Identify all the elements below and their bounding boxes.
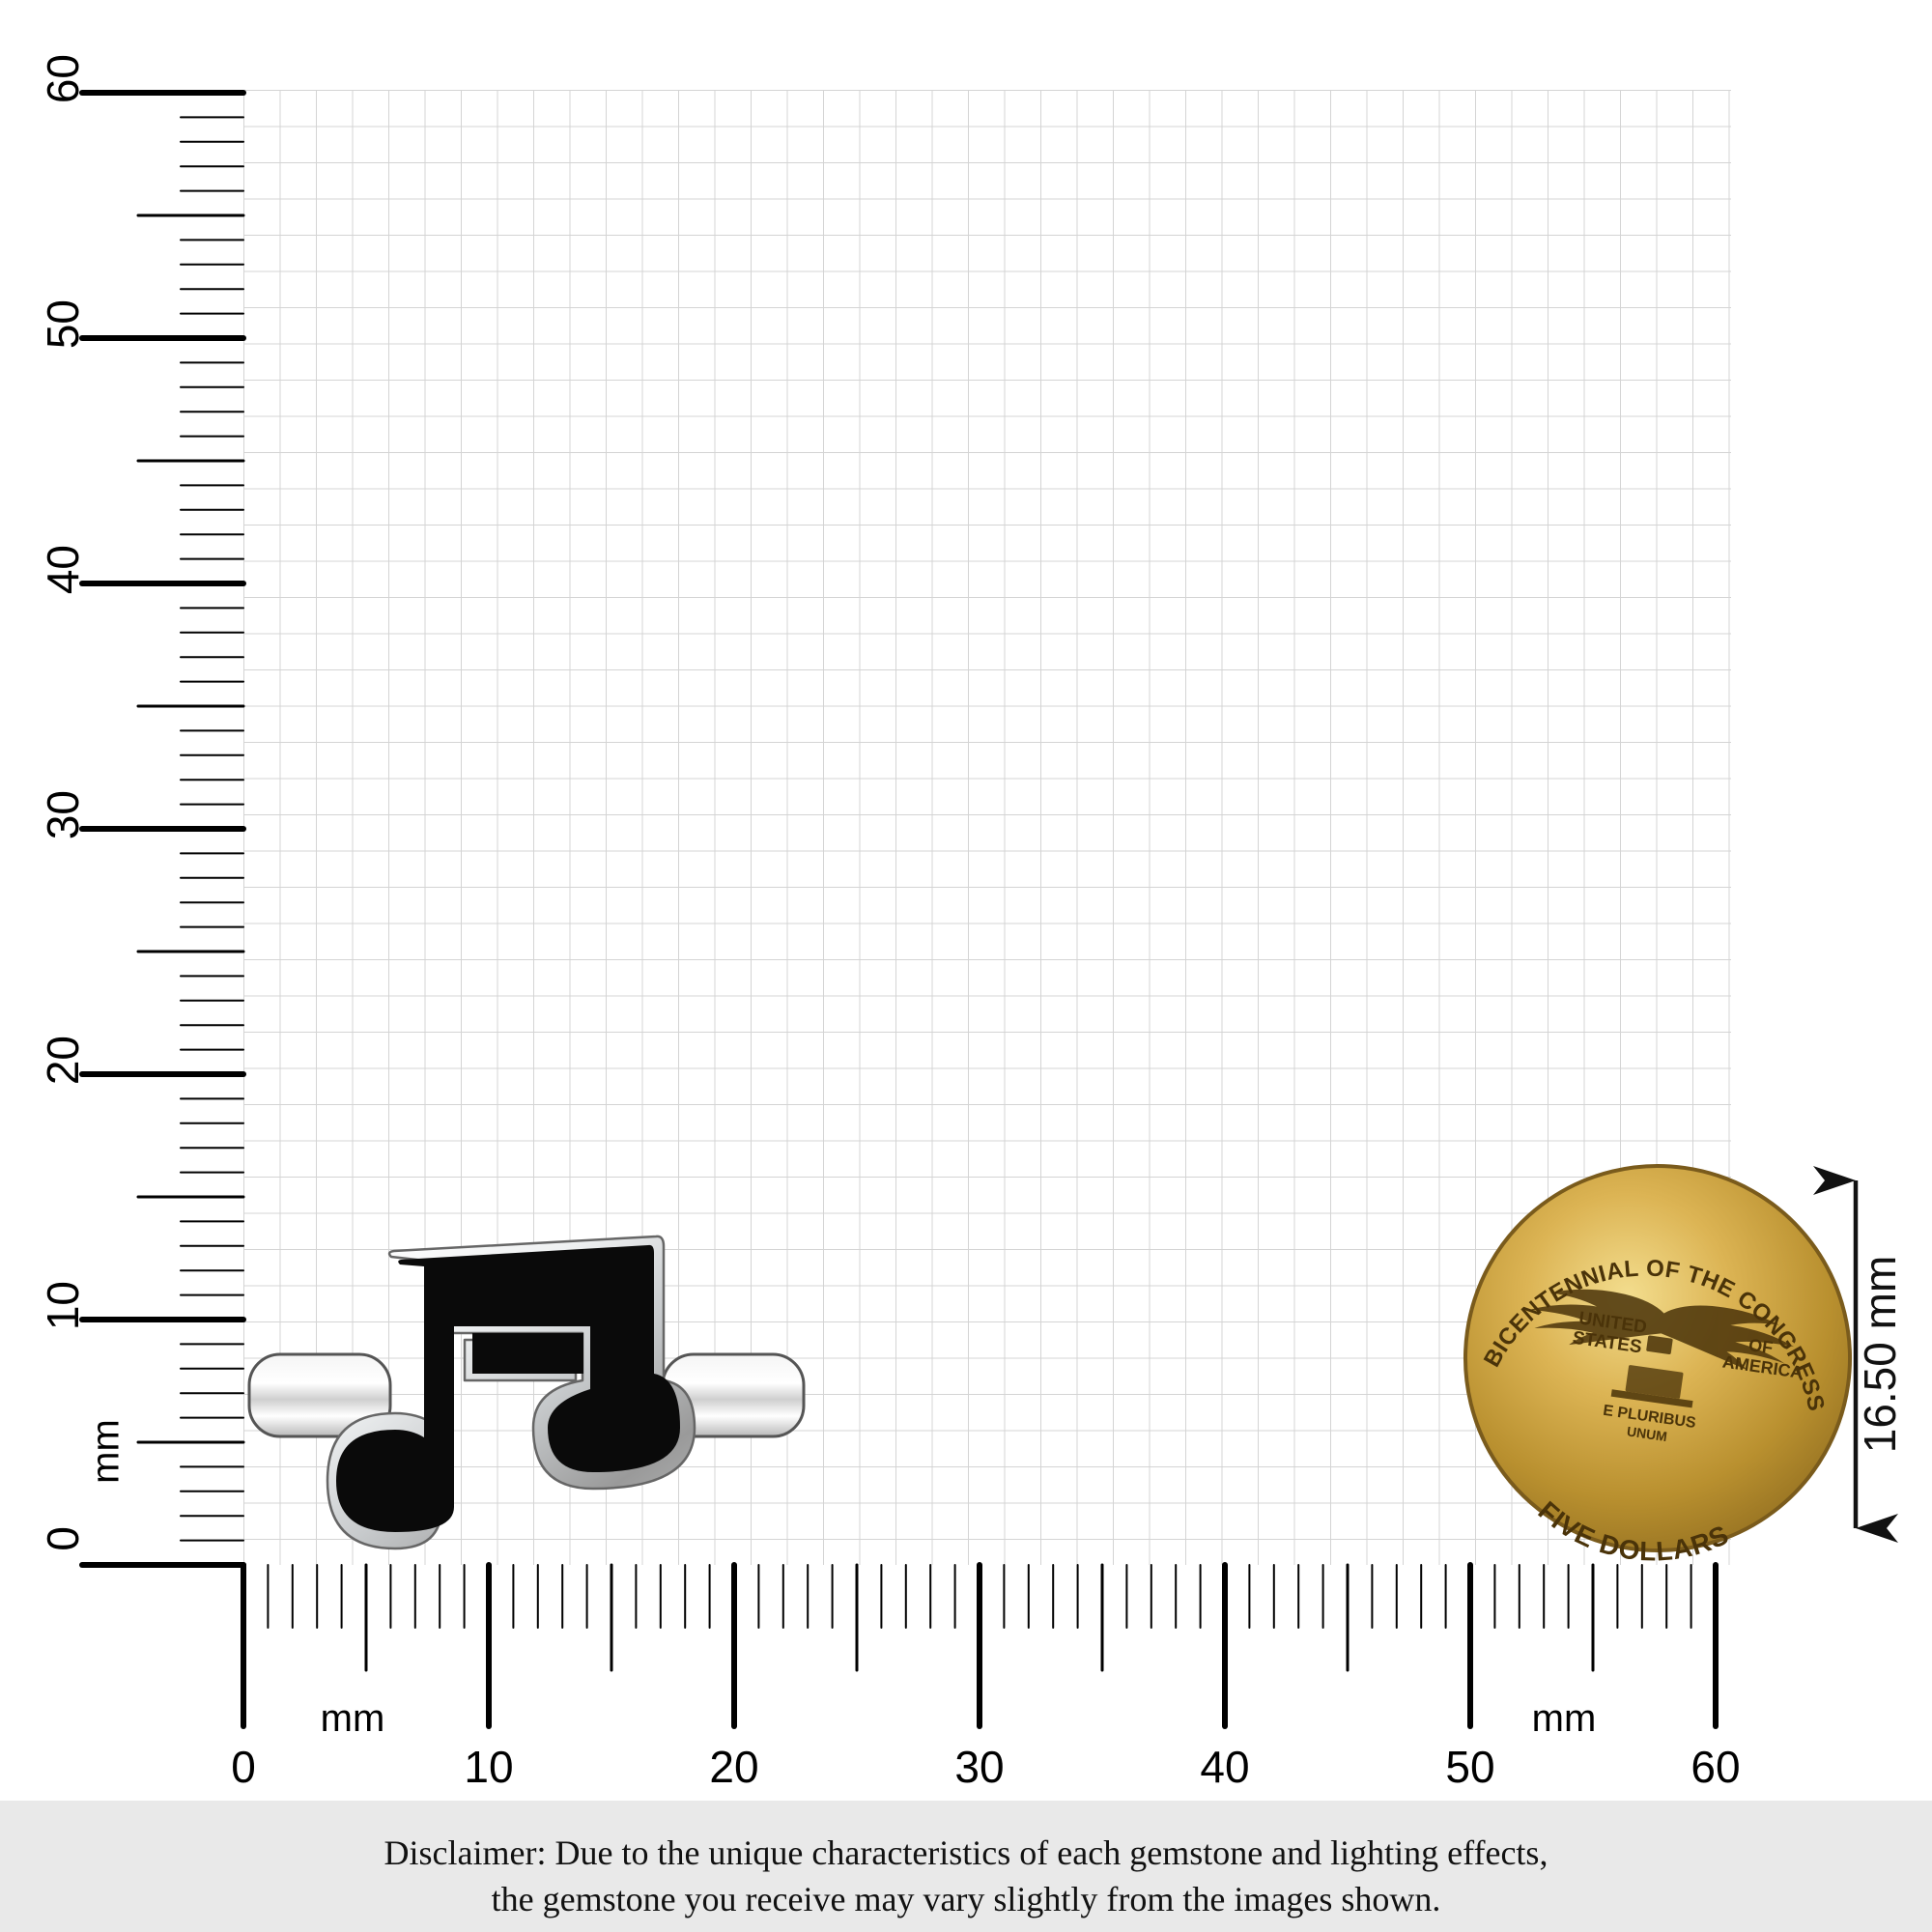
svg-text:16.50 mm: 16.50 mm: [1855, 1256, 1905, 1454]
